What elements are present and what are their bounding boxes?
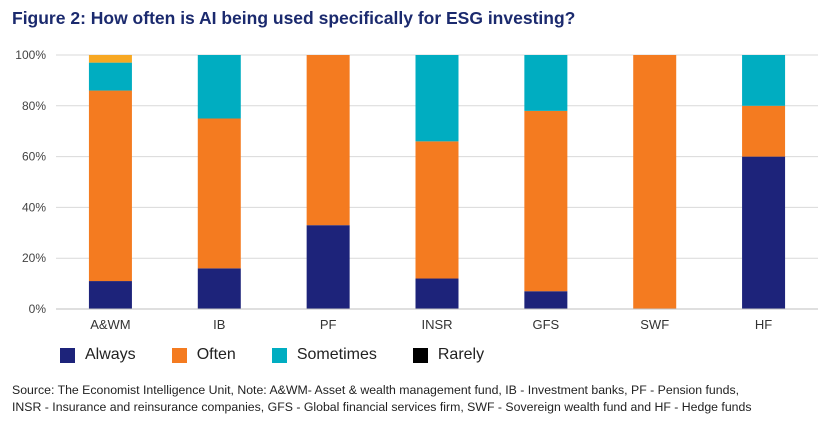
x-tick-label: GFS (532, 317, 559, 332)
bar-segment-sometimes (88, 62, 132, 91)
bar-segment-rarely (88, 55, 132, 63)
source-line: INSR - Insurance and reinsurance compani… (12, 400, 752, 414)
bar-segment-sometimes (197, 55, 241, 119)
bar-segment-sometimes (415, 55, 459, 142)
legend-item-always: Always (60, 346, 136, 364)
bar-segment-often (306, 55, 350, 226)
bar-segment-often (742, 105, 786, 157)
bar-segment-often (415, 141, 459, 279)
x-tick-label: SWF (640, 317, 669, 332)
legend-item-sometimes: Sometimes (271, 346, 377, 364)
bar-segment-always (197, 268, 241, 309)
legend-swatch-rarely (412, 347, 428, 363)
y-tick-label: 60% (22, 150, 46, 164)
legend-swatch-sometimes (271, 347, 287, 363)
x-tick-label: PF (320, 317, 337, 332)
legend-item-often: Often (171, 346, 236, 364)
legend-label: Always (85, 346, 136, 363)
source-note: Source: The Economist Intelligence Unit,… (12, 382, 824, 416)
bar-segment-always (306, 225, 350, 309)
bar-segment-always (742, 156, 786, 309)
legend-swatch-always (60, 347, 75, 363)
chart-title: Figure 2: How often is AI being used spe… (12, 8, 576, 28)
y-tick-label: 0% (29, 302, 47, 316)
y-tick-label: 100% (15, 48, 46, 62)
bar-segment-often (88, 90, 132, 282)
x-tick-label: A&WM (90, 317, 130, 332)
bar-segment-always (415, 278, 459, 309)
bar-segment-sometimes (524, 55, 568, 111)
legend-label: Often (196, 346, 236, 363)
stacked-bar-chart: 0% 20% 40% 60% 80% 100% A&WM IB PF INSR GFS SWF HF (15, 48, 818, 332)
x-tick-label: HF (755, 317, 772, 332)
legend: Always Often Sometimes Rarely (60, 346, 520, 364)
bar-segment-always (88, 281, 132, 309)
legend-label: Sometimes (296, 346, 377, 363)
source-line: Source: The Economist Intelligence Unit,… (12, 383, 740, 397)
y-tick-label: 40% (22, 200, 46, 214)
bar-segment-always (524, 291, 568, 309)
y-tick-label: 20% (22, 251, 46, 265)
y-tick-label: 80% (22, 99, 46, 113)
x-axis-ticks: A&WM IB PF INSR GFS SWF HF (90, 317, 772, 332)
x-tick-label: IB (213, 317, 225, 332)
x-tick-label: INSR (421, 317, 452, 332)
bar-segment-sometimes (742, 55, 786, 106)
y-axis-ticks: 0% 20% 40% 60% 80% 100% (15, 48, 46, 316)
legend-swatch-often (171, 347, 187, 363)
bar-segment-often (633, 55, 677, 309)
bar-segment-often (524, 110, 568, 292)
legend-label: Rarely (437, 346, 485, 363)
bars (88, 55, 786, 309)
legend-item-rarely: Rarely (412, 346, 485, 364)
bar-segment-often (197, 118, 241, 269)
